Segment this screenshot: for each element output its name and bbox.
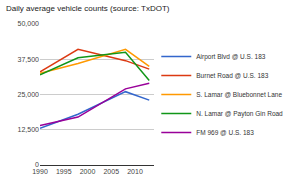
svg-text:2005: 2005 (103, 168, 119, 175)
svg-text:0: 0 (35, 161, 39, 168)
svg-text:12,500: 12,500 (18, 126, 40, 133)
svg-text:N. Lamar @ Payton Gin Road: N. Lamar @ Payton Gin Road (196, 110, 283, 118)
svg-text:2000: 2000 (80, 168, 96, 175)
svg-text:37,500: 37,500 (18, 56, 40, 63)
svg-text:25,000: 25,000 (18, 91, 40, 98)
svg-text:Daily average vehicle counts (: Daily average vehicle counts (source: Tx… (6, 4, 170, 13)
svg-text:FM 969 @ U.S. 183: FM 969 @ U.S. 183 (196, 129, 254, 136)
svg-text:1995: 1995 (56, 168, 72, 175)
svg-text:50,000: 50,000 (18, 20, 40, 27)
svg-text:2010: 2010 (127, 168, 143, 175)
svg-text:Burnet Road @ U.S. 183: Burnet Road @ U.S. 183 (196, 72, 268, 79)
svg-text:1990: 1990 (32, 168, 48, 175)
svg-text:S. Lamar @ Bluebonnet Lane: S. Lamar @ Bluebonnet Lane (196, 91, 282, 98)
svg-text:Airport Blvd @ U.S. 183: Airport Blvd @ U.S. 183 (196, 53, 265, 61)
